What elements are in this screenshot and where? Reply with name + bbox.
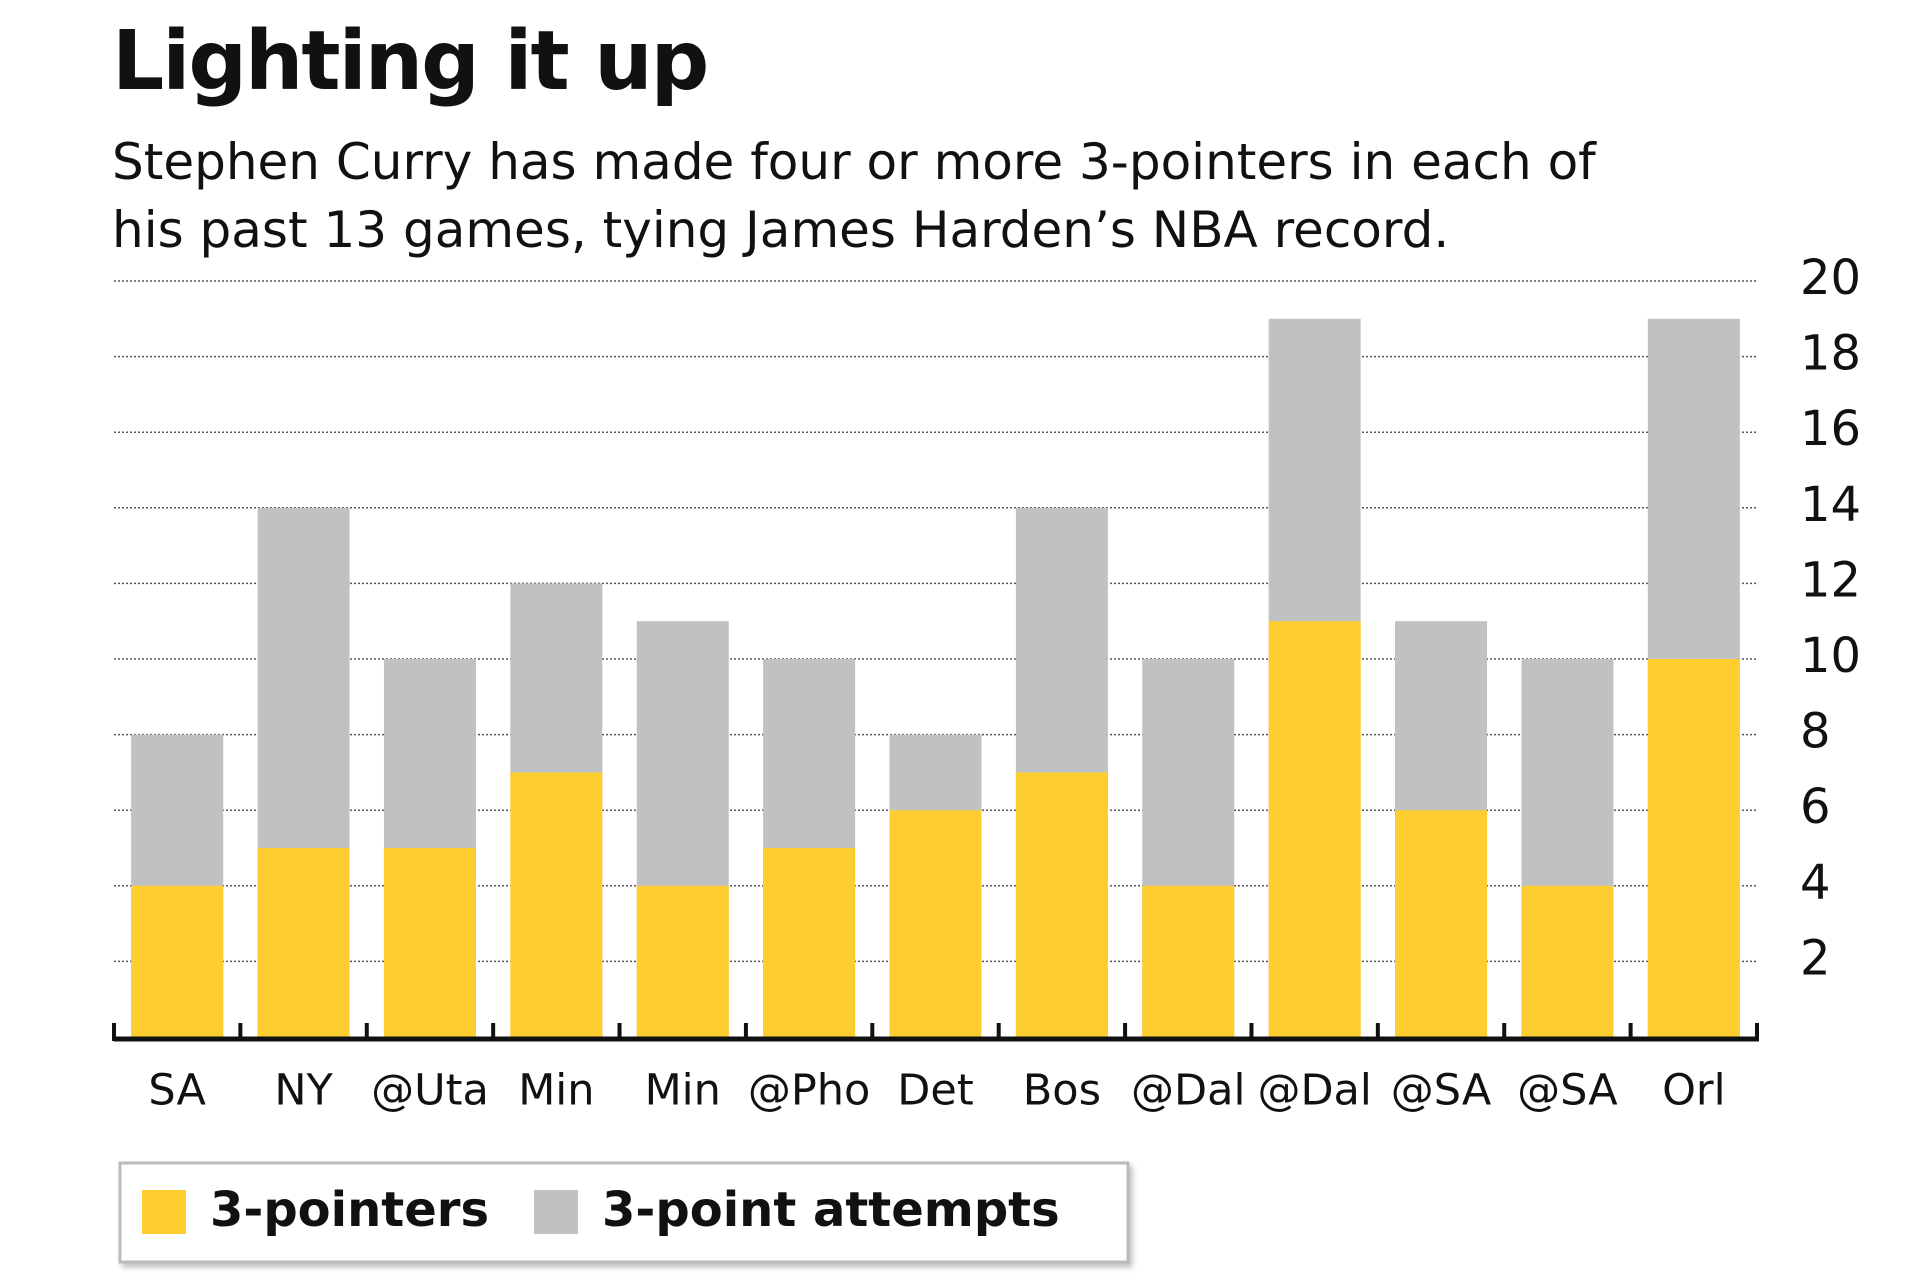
y-tick-label: 2 — [1800, 930, 1831, 986]
bar — [763, 848, 856, 1037]
bar — [383, 848, 476, 1037]
y-tick-label: 14 — [1800, 477, 1861, 533]
bar — [1142, 885, 1235, 1037]
x-tick-label: Det — [897, 1066, 973, 1116]
legend-label: 3-pointers — [210, 1182, 489, 1238]
bar — [1268, 621, 1361, 1037]
y-tick-label: 16 — [1800, 401, 1861, 457]
y-tick-label: 6 — [1800, 779, 1831, 835]
y-tick-label: 12 — [1800, 552, 1861, 608]
y-tick-label: 18 — [1800, 326, 1861, 382]
x-tick-label: @Pho — [748, 1066, 871, 1116]
x-tick-label: @SA — [1391, 1066, 1492, 1116]
legend-swatch — [534, 1190, 579, 1234]
x-tick-label: Bos — [1023, 1066, 1101, 1116]
x-tick-label: @SA — [1517, 1066, 1618, 1116]
x-tick-label: @Dal — [1257, 1066, 1371, 1116]
x-tick-label: SA — [148, 1066, 206, 1116]
bar — [1015, 772, 1108, 1037]
x-tick-label: @Uta — [371, 1066, 489, 1116]
x-tick-label: NY — [274, 1066, 333, 1116]
chart-title: Lighting it up — [112, 14, 709, 109]
bar — [257, 848, 350, 1037]
x-tick-label: Min — [645, 1066, 721, 1116]
bar — [1647, 659, 1740, 1037]
y-tick-label: 20 — [1800, 250, 1861, 306]
bar — [1395, 810, 1488, 1037]
y-tick-label: 10 — [1800, 628, 1861, 684]
chart-subtitle: Stephen Curry has made four or more 3-po… — [112, 133, 1596, 259]
bar — [1521, 885, 1614, 1037]
legend-label: 3-point attempts — [602, 1182, 1060, 1238]
bar — [510, 772, 603, 1037]
legend-box — [118, 1161, 1130, 1264]
bar — [131, 885, 224, 1037]
x-tick-label: Min — [518, 1066, 594, 1116]
y-tick-label: 8 — [1800, 704, 1831, 760]
x-tick-label: @Dal — [1131, 1066, 1245, 1116]
legend-swatch — [142, 1190, 186, 1234]
bar — [636, 885, 729, 1037]
y-tick-label: 4 — [1800, 855, 1831, 911]
bar — [889, 810, 982, 1037]
x-tick-label: Orl — [1662, 1066, 1725, 1116]
